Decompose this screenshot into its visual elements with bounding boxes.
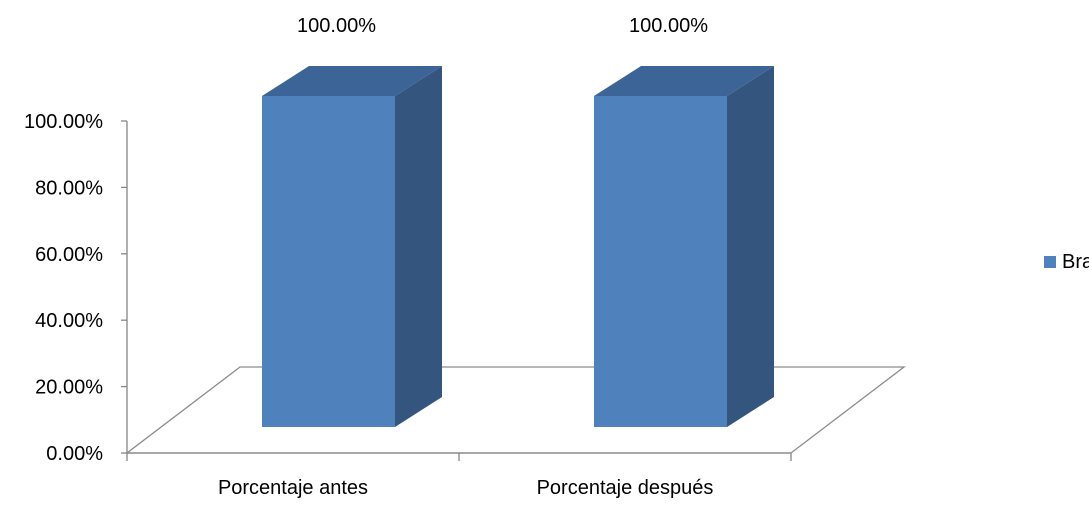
y-tick-label: 40.00%: [35, 310, 103, 332]
bar-top: [594, 66, 774, 96]
bar: [262, 66, 442, 427]
data-label: 100.00%: [629, 15, 708, 37]
y-tick-label: 80.00%: [35, 177, 103, 199]
y-axis: 0.00% 20.00% 40.00% 60.00% 80.00% 100.00%: [24, 111, 128, 465]
y-tick-label: 0.00%: [46, 443, 103, 465]
bar-front: [262, 96, 395, 427]
y-tick-label: 20.00%: [35, 377, 103, 399]
bar-side: [727, 66, 774, 427]
legend: Braden: [1044, 251, 1089, 273]
legend-swatch-braden: [1044, 256, 1056, 268]
data-labels: 100.00% 100.00%: [297, 15, 708, 37]
legend-label-braden: Braden: [1062, 251, 1089, 273]
y-tick-label: 60.00%: [35, 244, 103, 266]
data-label: 100.00%: [297, 15, 376, 37]
y-tick-label: 100.00%: [24, 111, 103, 133]
x-tick-label: Porcentaje después: [537, 477, 714, 499]
chart-floor: [125, 366, 906, 454]
bar-top: [262, 66, 442, 96]
floor-outline: [125, 366, 906, 454]
bar-front: [594, 96, 727, 427]
bar-side: [395, 66, 442, 427]
bar: [594, 66, 774, 427]
x-axis: Porcentaje antes Porcentaje después: [126, 452, 792, 499]
x-tick-label: Porcentaje antes: [218, 477, 368, 499]
bars: [262, 66, 774, 427]
